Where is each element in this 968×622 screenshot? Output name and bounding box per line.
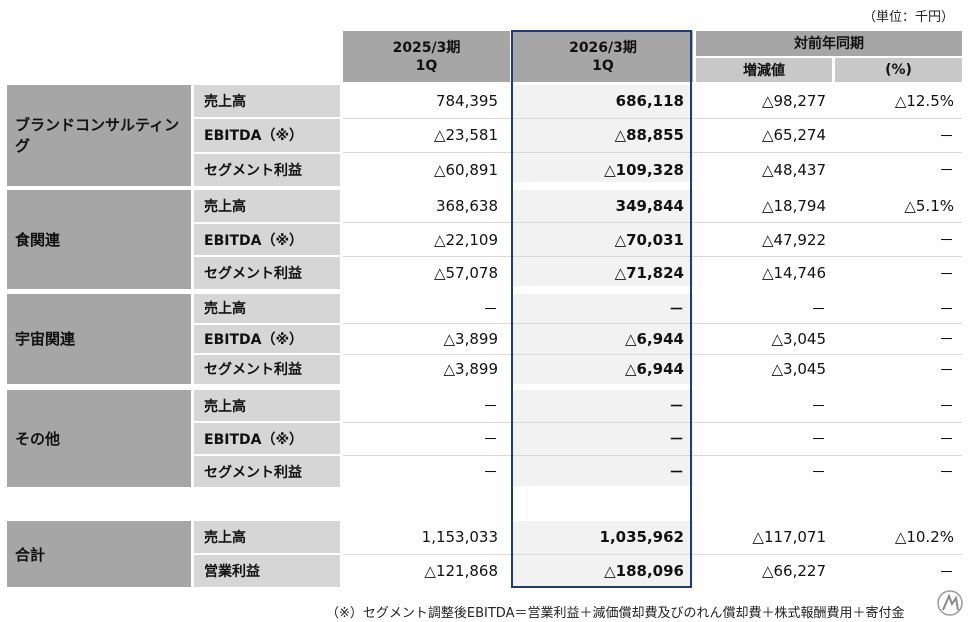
metric-label: 売上高 bbox=[194, 521, 340, 553]
value-change: － bbox=[810, 299, 826, 318]
value-curr: － bbox=[668, 463, 684, 481]
header-pct: (%) bbox=[835, 58, 962, 82]
value-prev: 1,153,033 bbox=[421, 528, 498, 546]
value-pct: － bbox=[938, 299, 954, 318]
metric-label: EBITDA（※） bbox=[194, 423, 340, 454]
segment-name: 食関連 bbox=[7, 190, 191, 290]
value-pct: － bbox=[938, 330, 954, 349]
value-change: △48,437 bbox=[761, 160, 826, 179]
metric-label: 売上高 bbox=[194, 85, 340, 118]
value-prev: － bbox=[482, 299, 498, 318]
value-prev: △121,868 bbox=[424, 562, 498, 580]
value-curr: △6,944 bbox=[625, 329, 684, 348]
row-separator bbox=[343, 553, 962, 555]
value-curr: － bbox=[668, 397, 684, 415]
value-prev: △60,891 bbox=[433, 160, 498, 179]
value-curr: － bbox=[668, 430, 684, 448]
value-pct: － bbox=[938, 264, 954, 283]
row-separator bbox=[343, 117, 962, 119]
value-curr: － bbox=[668, 299, 684, 318]
value-prev: 784,395 bbox=[435, 92, 498, 111]
brand-logo-icon bbox=[937, 590, 963, 616]
value-change: △14,746 bbox=[761, 264, 826, 283]
row-separator bbox=[343, 421, 962, 423]
value-change: △66,227 bbox=[761, 562, 826, 580]
value-pct: △5.1% bbox=[904, 196, 954, 215]
header-2026-line2: 1Q bbox=[592, 57, 614, 74]
value-prev: △57,078 bbox=[433, 264, 498, 283]
segment-name: 宇宙関連 bbox=[7, 294, 191, 384]
header-change: 増減値 bbox=[696, 58, 832, 82]
metric-label: 売上高 bbox=[194, 294, 340, 323]
value-pct: － bbox=[938, 161, 954, 180]
value-change: △3,045 bbox=[771, 329, 826, 348]
metric-label: EBITDA（※） bbox=[194, 324, 340, 353]
value-change: △98,277 bbox=[761, 92, 826, 111]
metric-label: セグメント利益 bbox=[194, 355, 340, 384]
current-period-highlight bbox=[511, 30, 692, 588]
value-change: △47,922 bbox=[761, 230, 826, 249]
value-curr: △188,096 bbox=[604, 562, 684, 580]
value-prev: △3,899 bbox=[443, 329, 498, 348]
value-prev: 368,638 bbox=[435, 196, 498, 215]
header-2026-1q: 2026/3期 1Q bbox=[513, 31, 693, 82]
value-curr: 349,844 bbox=[615, 196, 684, 215]
value-pct: － bbox=[938, 360, 954, 379]
metric-label: 売上高 bbox=[194, 190, 340, 222]
value-pct: △10.2% bbox=[894, 528, 954, 546]
value-change: － bbox=[810, 397, 826, 415]
value-change: △3,045 bbox=[771, 360, 826, 379]
value-prev: － bbox=[482, 397, 498, 415]
value-change: － bbox=[810, 463, 826, 481]
value-prev: － bbox=[482, 430, 498, 448]
metric-label: セグメント利益 bbox=[194, 456, 340, 487]
metric-label: セグメント利益 bbox=[194, 257, 340, 290]
value-change: △65,274 bbox=[761, 126, 826, 145]
value-pct: － bbox=[938, 397, 954, 415]
value-change: △117,071 bbox=[752, 528, 826, 546]
value-pct: △12.5% bbox=[894, 92, 954, 111]
footnote: （※）セグメント調整後EBITDA＝営業利益＋減価償却費及びのれん償却費＋株式報… bbox=[326, 606, 905, 621]
value-curr: △109,328 bbox=[604, 160, 684, 179]
value-prev: △3,899 bbox=[443, 360, 498, 379]
row-separator bbox=[343, 152, 962, 154]
value-curr: 686,118 bbox=[615, 92, 684, 111]
metric-label: EBITDA（※） bbox=[194, 119, 340, 152]
segment-name: 合計 bbox=[7, 521, 191, 587]
value-pct: － bbox=[938, 463, 954, 481]
value-curr: △70,031 bbox=[614, 230, 684, 249]
value-pct: － bbox=[938, 231, 954, 250]
header-yoy: 対前年同期 bbox=[696, 31, 962, 56]
value-prev: △23,581 bbox=[433, 126, 498, 145]
row-separator bbox=[343, 353, 962, 355]
header-2026-line1: 2026/3期 bbox=[569, 39, 637, 56]
value-pct: － bbox=[938, 562, 954, 581]
metric-label: 売上高 bbox=[194, 390, 340, 421]
value-prev: △22,109 bbox=[433, 230, 498, 249]
row-separator bbox=[343, 222, 962, 224]
metric-label: セグメント利益 bbox=[194, 153, 340, 186]
value-pct: － bbox=[938, 430, 954, 448]
value-curr: △71,824 bbox=[614, 264, 684, 283]
segment-name: ブランドコンサルティング bbox=[7, 85, 191, 186]
row-separator bbox=[343, 323, 962, 324]
row-separator bbox=[343, 454, 962, 456]
value-curr: 1,035,962 bbox=[599, 528, 684, 546]
row-separator bbox=[343, 255, 962, 257]
metric-label: EBITDA（※） bbox=[194, 223, 340, 256]
segment-name: その他 bbox=[7, 390, 191, 487]
metric-label: 営業利益 bbox=[194, 555, 340, 587]
unit-label: （単位：千円） bbox=[862, 10, 954, 25]
value-curr: △6,944 bbox=[625, 360, 684, 379]
value-change: － bbox=[810, 430, 826, 448]
value-pct: － bbox=[938, 126, 954, 145]
header-2025-line1: 2025/3期 bbox=[392, 39, 461, 56]
value-change: △18,794 bbox=[761, 196, 826, 215]
value-prev: － bbox=[482, 463, 498, 481]
value-curr: △88,855 bbox=[614, 126, 684, 145]
header-2025-1q: 2025/3期 1Q bbox=[343, 31, 510, 82]
header-2025-line2: 1Q bbox=[415, 57, 438, 74]
